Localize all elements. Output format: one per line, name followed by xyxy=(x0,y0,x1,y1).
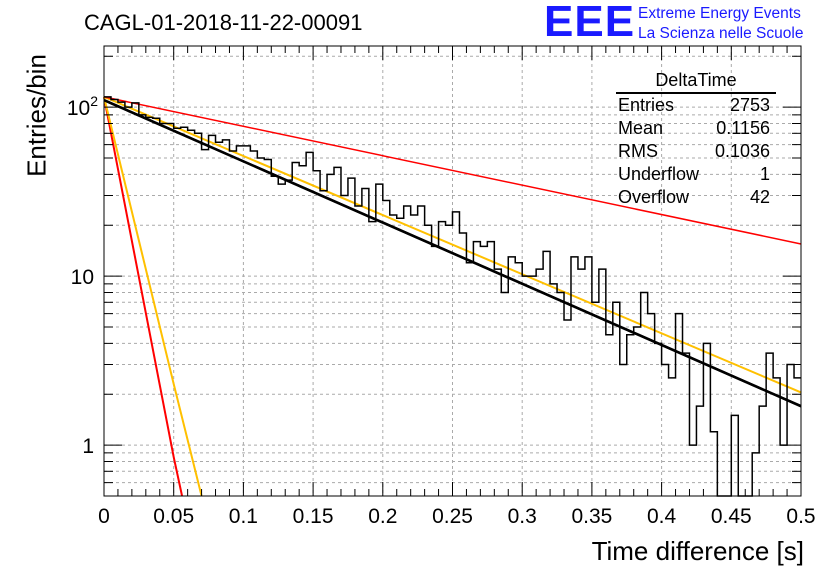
tick-labels: 0 0.05 0.1 0.15 0.2 0.25 0.3 0.35 0.4 0.45 0.5 1 10 1… xyxy=(67,93,816,528)
y-tick-label: 10 xyxy=(71,266,94,289)
eee-logo: EEE xyxy=(544,0,636,46)
stats-value: 1 xyxy=(759,164,770,184)
stats-row: Mean 0.1156 xyxy=(610,117,776,140)
x-tick-label: 0.15 xyxy=(293,505,334,528)
x-tick-label: 0 xyxy=(98,505,110,528)
x-tick-label: 0.3 xyxy=(508,505,537,528)
x-tick-label: 0.4 xyxy=(647,505,677,528)
stats-value: 0.1036 xyxy=(714,141,770,161)
fit-line xyxy=(103,96,203,497)
x-axis-label: Time difference [s] xyxy=(591,536,804,566)
stats-label: Entries xyxy=(618,95,675,115)
y-tick-label: 102 xyxy=(67,93,98,120)
histogram xyxy=(104,96,801,497)
stats-value: 42 xyxy=(749,187,770,207)
stats-label: Overflow xyxy=(618,187,690,207)
stats-label: Underflow xyxy=(618,164,700,184)
x-tick-label: 0.25 xyxy=(432,505,473,528)
x-tick-label: 0.1 xyxy=(229,505,258,528)
y-axis-label: Entries/bin xyxy=(21,54,52,177)
fit-line xyxy=(103,96,802,245)
axis-ticks xyxy=(103,46,802,497)
stats-title: DeltaTime xyxy=(616,70,776,94)
stats-row: Underflow 1 xyxy=(610,163,776,186)
x-tick-label: 0.5 xyxy=(786,505,815,528)
fit-line xyxy=(103,96,184,497)
stats-label: Mean xyxy=(618,118,664,138)
grid xyxy=(104,46,801,497)
stats-row: Overflow 42 xyxy=(610,186,776,209)
fit-line-main xyxy=(103,98,802,408)
stats-label: RMS xyxy=(618,141,658,161)
stats-row: Entries 2753 xyxy=(610,94,776,117)
stats-value: 2753 xyxy=(729,95,770,115)
y-tick-label: 1 xyxy=(82,435,94,458)
stats-row: RMS 0.1036 xyxy=(610,140,776,163)
x-tick-label: 0.2 xyxy=(368,505,397,528)
x-tick-label: 0.45 xyxy=(711,505,752,528)
logo-line-2: La Scienza nelle Scuole xyxy=(638,25,804,42)
logo-line-1: Extreme Energy Events xyxy=(638,5,801,22)
stats-box: DeltaTime Entries 2753 Mean 0.1156 RMS 0.10… xyxy=(610,70,776,209)
x-tick-label: 0.35 xyxy=(571,505,612,528)
stats-value: 0.1156 xyxy=(716,118,770,138)
x-tick-label: 0.05 xyxy=(153,505,194,528)
chart-title: CAGL-01-2018-11-22-00091 xyxy=(84,10,363,35)
fit-line xyxy=(103,95,802,394)
